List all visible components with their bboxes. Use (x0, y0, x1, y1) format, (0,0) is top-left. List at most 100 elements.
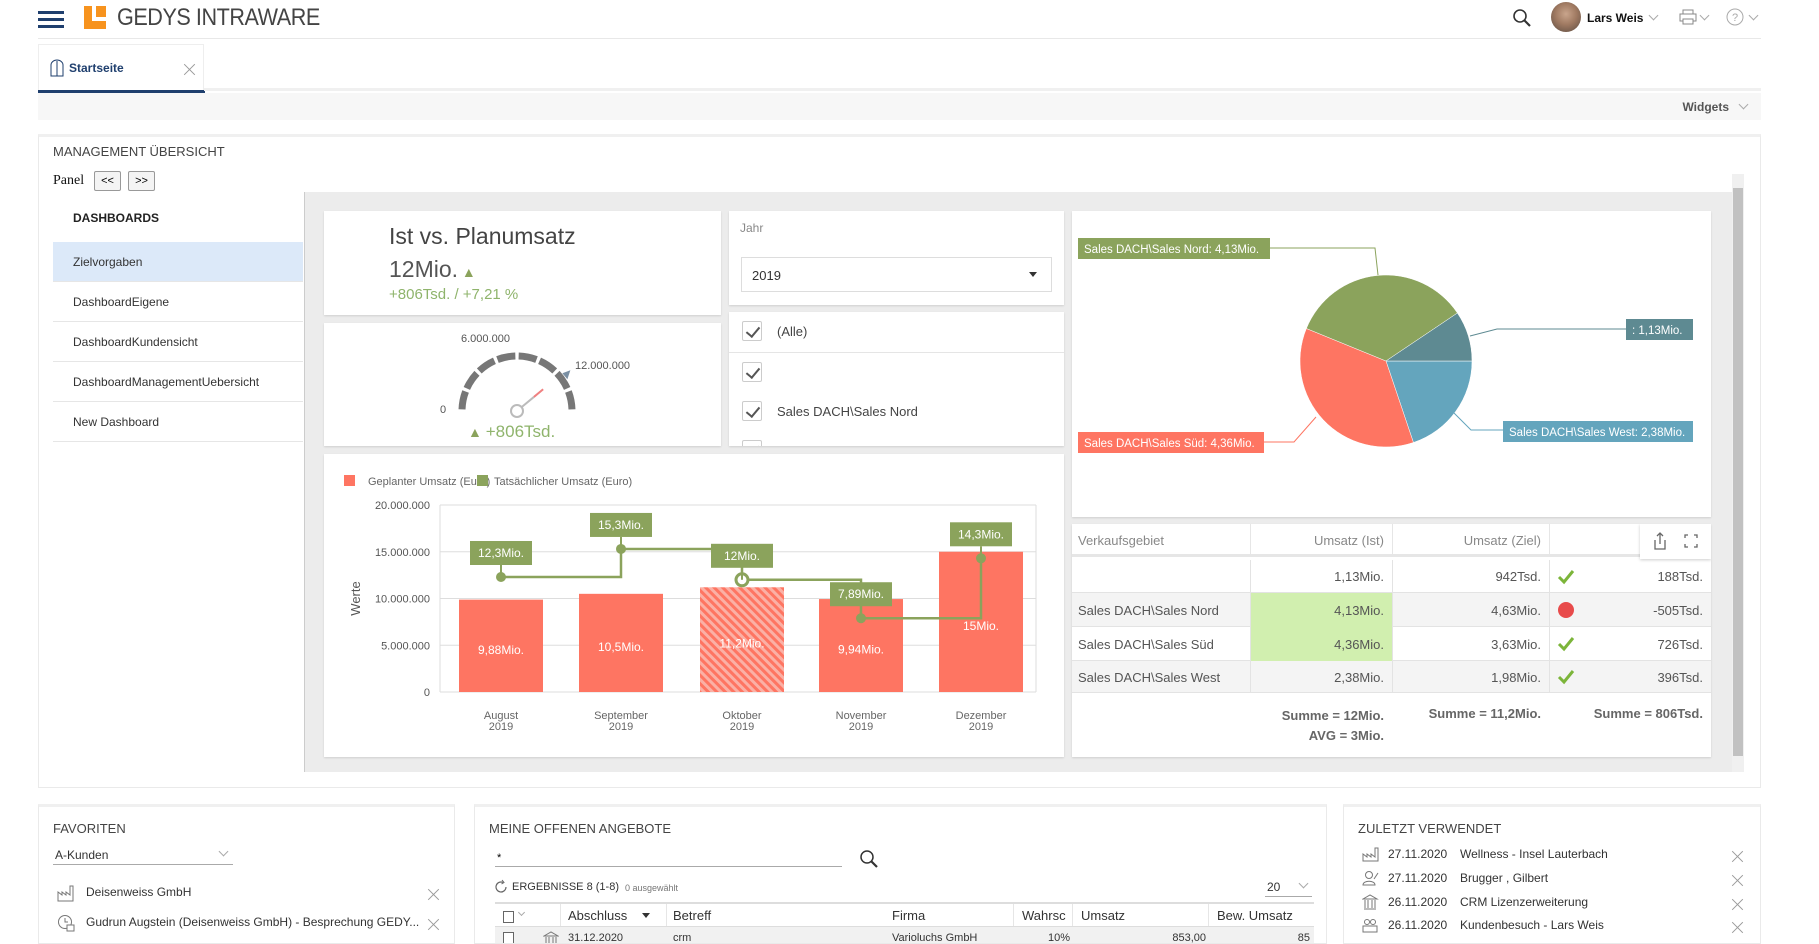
favorite-label: Gudrun Augstein (Deisenweiss GmbH) - Bes… (86, 915, 420, 929)
search-icon[interactable] (1512, 8, 1532, 28)
widgets-menu[interactable]: Widgets (1682, 100, 1729, 114)
grid-row[interactable] (1072, 661, 1711, 693)
x-tick-label: November (836, 710, 887, 722)
kpi-title: Ist vs. Planumsatz (389, 223, 576, 249)
remove-icon[interactable] (1732, 874, 1744, 886)
favorite-item[interactable]: Gudrun Augstein (Deisenweiss GmbH) - Bes… (53, 913, 443, 933)
sidebar-item-4[interactable]: New Dashboard (53, 402, 303, 442)
bar (700, 587, 784, 692)
grid-column-header[interactable]: Verkaufsgebiet (1078, 533, 1165, 548)
year-value: 2019 (752, 268, 781, 283)
sidebar-item-2[interactable]: DashboardKundensicht (53, 322, 303, 362)
hamburger-menu-button[interactable] (38, 11, 64, 32)
tab-startseite[interactable]: Startseite (38, 44, 205, 93)
search-icon[interactable] (859, 849, 879, 869)
remove-icon[interactable] (1732, 921, 1744, 933)
recent-item[interactable]: 27.11.2020 Brugger , Gilbert (1362, 869, 1747, 889)
gauge-mid-label: 6.000.000 (461, 333, 510, 345)
checkbox[interactable] (742, 401, 762, 421)
grid-column-header[interactable]: Umsatz (Ziel) (1392, 524, 1549, 557)
table-row[interactable]: 31.12.2020 crm Varioluchs GmbH 10% 853,0… (495, 926, 1314, 944)
bar-label: 9,88Mio. (478, 643, 524, 657)
data-label-box (950, 522, 1012, 547)
summary-ist: Summe = 12Mio. AVG = 3Mio. (1172, 706, 1384, 746)
remove-icon[interactable] (428, 918, 440, 930)
column-header[interactable]: Firma (892, 908, 926, 923)
printer-icon[interactable] (1679, 9, 1697, 25)
search-input[interactable] (495, 849, 842, 867)
sidebar-item-3[interactable]: DashboardManagementUebersicht (53, 362, 303, 402)
data-label-box (830, 582, 892, 607)
up-triangle-icon: ▲ (458, 264, 476, 280)
remove-icon[interactable] (1732, 898, 1744, 910)
tab-strip-line (204, 88, 1761, 91)
zuletzt-panel: ZULETZT VERWENDET 27.11.2020 Wellness - … (1343, 804, 1761, 944)
checkbox[interactable] (742, 321, 762, 341)
recent-item[interactable]: 26.11.2020 CRM Lizenzerweiterung (1362, 893, 1747, 913)
cell-umsatz: 853,00 (1172, 932, 1206, 944)
checkbox[interactable] (742, 440, 762, 446)
x-tick-label: 2019 (609, 721, 633, 733)
recent-item[interactable]: 27.11.2020 Wellness - Insel Lauterbach (1362, 845, 1747, 865)
bar-label: 11,2Mio. (719, 637, 764, 651)
grid-row[interactable] (1072, 560, 1711, 593)
cell-abschluss: 31.12.2020 (568, 932, 624, 944)
checkbox[interactable] (742, 362, 762, 382)
chevron-down-icon[interactable] (1648, 10, 1659, 21)
gauge-min-label: 0 (440, 404, 447, 416)
recent-item[interactable]: 26.11.2020 Kundenbesuch - Lars Weis (1362, 916, 1747, 936)
factory-icon (57, 885, 74, 902)
selected-count: 0 ausgewählt (625, 883, 679, 893)
cell-bew-umsatz: 85 (1297, 932, 1310, 944)
favorite-label: Deisenweiss GmbH (86, 885, 192, 899)
bar-chart-card: Geplanter Umsatz (Euro) Tatsächlicher Ums… (324, 454, 1064, 757)
avatar[interactable] (1551, 2, 1581, 32)
prev-panel-button[interactable]: << (94, 171, 121, 191)
next-panel-button[interactable]: >> (128, 171, 155, 191)
x-tick-label: Dezember (956, 710, 1007, 722)
year-select[interactable]: 2019 (741, 257, 1052, 292)
column-header[interactable]: Wahrsc (1022, 908, 1066, 923)
column-header[interactable]: Bew. Umsatz (1217, 908, 1293, 923)
close-tab-icon[interactable] (184, 63, 196, 75)
export-icon[interactable] (1652, 532, 1668, 550)
remove-icon[interactable] (1732, 850, 1744, 862)
page-size-select[interactable]: 20 (1265, 878, 1312, 897)
remove-icon[interactable] (428, 888, 440, 900)
sidebar-item-1[interactable]: DashboardEigene (53, 282, 303, 322)
grid-actions (1640, 524, 1711, 559)
check-icon (1557, 569, 1575, 584)
chevron-down-icon[interactable] (1699, 10, 1710, 21)
scrollbar-thumb[interactable] (1733, 188, 1743, 756)
legend-swatch (344, 475, 355, 486)
sidebar-item-label: DashboardEigene (73, 294, 170, 309)
factory-icon (1362, 847, 1379, 862)
panel-title: ZULETZT VERWENDET (1358, 821, 1502, 836)
column-header[interactable]: Umsatz (1081, 908, 1126, 923)
chevron-down-icon[interactable] (517, 908, 526, 917)
data-label: 12,3Mio. (478, 546, 524, 560)
help-icon[interactable]: ? (1726, 8, 1744, 26)
user-name[interactable]: Lars Weis (1587, 11, 1644, 25)
row-checkbox[interactable] (503, 932, 514, 943)
refresh-icon[interactable] (493, 879, 509, 895)
home-door-icon (50, 59, 64, 77)
fullscreen-icon[interactable] (1684, 534, 1698, 548)
grid-column-header[interactable]: Umsatz (Ist) (1250, 524, 1392, 557)
data-label: 7,89Mio. (838, 587, 884, 601)
gauge-scale-segment (476, 357, 496, 374)
gauge-delta-text: +806Tsd. (485, 422, 556, 441)
chevron-down-icon[interactable] (1748, 10, 1759, 21)
sidebar-item-0[interactable]: Zielvorgaben (53, 242, 303, 282)
favorite-item[interactable]: Deisenweiss GmbH (53, 883, 443, 903)
chevron-down-icon (1298, 878, 1309, 889)
cell-betreff: crm (673, 932, 692, 944)
favoriten-group-select[interactable]: A-Kunden (53, 846, 233, 865)
recent-label: CRM Lizenzerweiterung (1460, 895, 1589, 909)
scrollbar[interactable] (1732, 174, 1744, 772)
column-header[interactable]: Betreff (673, 908, 712, 923)
column-header[interactable]: Abschluss (568, 908, 628, 923)
grid-cell-ziel: 4,63Mio. (1392, 593, 1549, 627)
select-all-checkbox[interactable] (503, 911, 514, 923)
chevron-down-icon[interactable] (1738, 99, 1749, 110)
